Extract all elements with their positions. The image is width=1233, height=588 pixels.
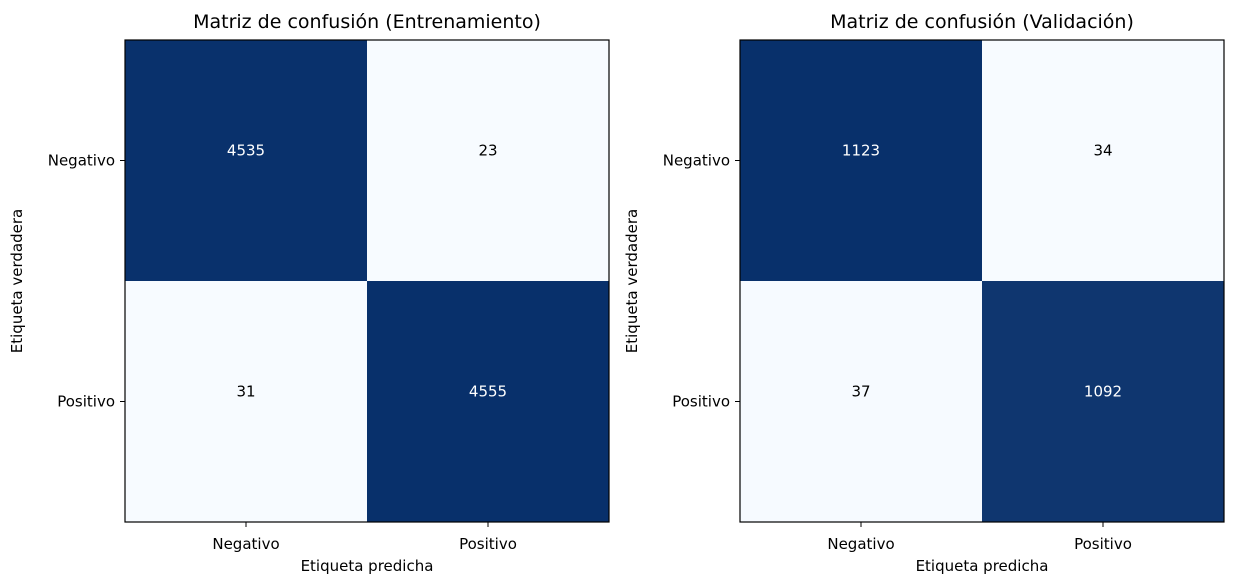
x-tick-label-positivo: Positivo (459, 535, 517, 553)
matrix-cell-1-0 (125, 281, 367, 522)
y-tick-label-negativo: Negativo (48, 152, 115, 170)
y-tick-label-positivo: Positivo (672, 393, 730, 411)
cell-value-0-1: 34 (1093, 142, 1112, 160)
x-tick-label-negativo: Negativo (212, 535, 279, 553)
matrix-cell-1-1 (367, 281, 609, 522)
confusion-matrix-validation: 1123 34 37 1092 Matriz de confusión (Validac… (623, 11, 1225, 575)
matrix-cell-1-0 (740, 281, 982, 522)
matrix-cell-1-1 (982, 281, 1224, 522)
plot-frame (124, 39, 610, 523)
matrix-cell-0-0 (125, 40, 367, 281)
matrix-cell-0-1 (982, 40, 1224, 281)
y-tick-label-negativo: Negativo (663, 152, 730, 170)
y-axis-label: Etiqueta verdadera (623, 209, 641, 353)
cell-value-0-0: 1123 (842, 142, 880, 160)
cell-value-0-0: 4535 (227, 142, 265, 160)
plot-frame (739, 39, 1225, 523)
chart-title: Matriz de confusión (Validación) (830, 11, 1134, 33)
matrix-cell-0-0 (740, 40, 982, 281)
chart-title: Matriz de confusión (Entrenamiento) (193, 11, 541, 33)
y-tick-label-positivo: Positivo (57, 393, 115, 411)
cell-value-0-1: 23 (478, 142, 497, 160)
x-tick-label-positivo: Positivo (1074, 535, 1132, 553)
x-axis-label: Etiqueta predicha (916, 557, 1049, 575)
cell-value-1-0: 37 (851, 383, 870, 401)
confusion-matrix-training: 4535 23 31 4555 Matriz de confusión (Entrena… (8, 11, 610, 575)
matrix-cell-0-1 (367, 40, 609, 281)
x-axis-label: Etiqueta predicha (301, 557, 434, 575)
x-tick-label-negativo: Negativo (827, 535, 894, 553)
cell-value-1-1: 4555 (469, 383, 507, 401)
y-axis-label: Etiqueta verdadera (8, 209, 26, 353)
cell-value-1-1: 1092 (1084, 383, 1122, 401)
cell-value-1-0: 31 (236, 383, 255, 401)
